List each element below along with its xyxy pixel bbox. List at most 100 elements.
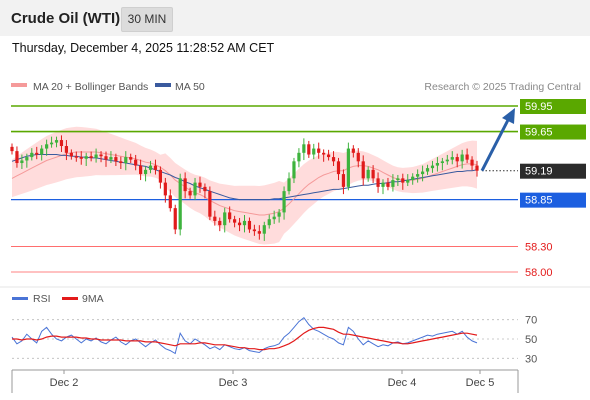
candle-body — [158, 169, 163, 183]
rsi-legend-swatch — [12, 297, 28, 300]
level-label-58.00: 58.00 — [525, 267, 553, 279]
candle-body — [411, 176, 415, 181]
ma50-line — [11, 154, 478, 201]
candle-body — [331, 157, 336, 162]
candle-body — [450, 157, 454, 160]
candle-body — [416, 174, 420, 177]
candle-body — [272, 216, 276, 220]
current-price-label: 59.19 — [520, 163, 586, 179]
ma20-line — [11, 151, 478, 216]
candle-body — [267, 219, 271, 226]
candle-body — [326, 154, 331, 158]
candle-body — [109, 157, 113, 160]
x-tick-label: Dec 2 — [50, 377, 79, 389]
candle-body — [188, 191, 192, 196]
rsi-plot: 70 50 30 — [11, 315, 537, 365]
candle-body — [35, 152, 39, 155]
ma20-legend-swatch — [11, 83, 27, 87]
bollinger-band — [12, 126, 477, 245]
candle-body — [40, 148, 44, 155]
candle-body — [336, 161, 341, 175]
candle-body — [10, 146, 14, 152]
candle-body — [223, 212, 227, 226]
candle-body — [15, 151, 19, 164]
rsi-legend-label: RSI — [33, 293, 51, 305]
candle-body — [376, 178, 380, 187]
candle-body — [361, 161, 365, 179]
candle-body — [312, 148, 316, 155]
candle-body — [346, 148, 350, 187]
candle-body — [297, 152, 301, 162]
candle-body — [20, 160, 24, 164]
ma9-legend-label: 9MA — [82, 293, 104, 305]
candle-body — [104, 156, 108, 160]
candle-body — [30, 152, 34, 158]
candle-body — [406, 180, 410, 183]
candle-body — [396, 178, 400, 181]
candle-body — [430, 165, 435, 169]
candle-body — [119, 161, 123, 164]
candle-body — [99, 154, 103, 157]
chart-datetime: Thursday, December 4, 2025 11:28:52 AM C… — [12, 41, 275, 55]
level-label-59.65: 59.65 — [520, 124, 586, 140]
candle-body — [302, 144, 306, 153]
candle-body — [351, 148, 355, 153]
candle-body — [54, 140, 59, 143]
candle-body — [178, 178, 182, 230]
x-axis-labels: Dec 2 Dec 3 Dec 4 Dec 5 — [50, 370, 494, 389]
candle-body — [69, 152, 73, 157]
price-plot: 59.95 59.65 58.85 58.30 58.00 59.19 — [10, 99, 586, 279]
candle-body — [64, 146, 69, 153]
candle-body — [143, 169, 148, 175]
candle-body — [287, 178, 291, 192]
candle-body — [341, 174, 346, 187]
timeframe-button[interactable]: 30 MIN — [121, 7, 173, 32]
candle-body — [228, 212, 232, 220]
candle-body — [356, 152, 360, 162]
current-price-label-bg — [520, 163, 586, 179]
candle-body — [371, 169, 375, 179]
candle-body — [74, 156, 78, 158]
candle-body — [257, 231, 261, 234]
x-tick-label: Dec 3 — [219, 377, 248, 389]
candle-body — [45, 144, 49, 149]
instrument-title: Crude Oil (WTI) — [11, 10, 121, 27]
candle-body — [366, 169, 370, 179]
level-label-59.95-text: 59.95 — [525, 101, 553, 113]
candle-body — [460, 154, 464, 162]
candle-body — [49, 142, 54, 145]
title-bar — [0, 0, 590, 36]
candle-body — [307, 144, 311, 155]
candle-body — [213, 216, 217, 221]
candle-body — [193, 182, 197, 196]
candle-body — [89, 156, 93, 158]
candle-body — [233, 219, 237, 223]
candle-body — [277, 212, 281, 217]
rsi-tick-50: 50 — [525, 334, 537, 346]
rsi-tick-70: 70 — [525, 315, 537, 327]
candle-body — [25, 157, 29, 161]
candle-body — [153, 165, 158, 170]
candle-body — [247, 220, 252, 230]
ma50-legend-label: MA 50 — [175, 81, 205, 93]
candle-body — [292, 161, 296, 179]
x-tick-label: Dec 4 — [388, 377, 417, 389]
candle-body — [114, 157, 118, 162]
candle-body — [94, 154, 98, 158]
candle-body — [124, 157, 128, 164]
candle-body — [242, 220, 247, 226]
candle-body — [440, 161, 444, 164]
candle-body — [183, 178, 187, 192]
candle-body — [455, 157, 459, 162]
candle-body — [391, 180, 395, 187]
level-label-59.95: 59.95 — [520, 99, 586, 114]
candle-body — [381, 182, 385, 187]
rsi-ma9-line — [12, 326, 478, 351]
candle-body — [84, 156, 88, 159]
candle-body — [445, 159, 449, 162]
candle-body — [129, 157, 133, 160]
ma50-legend-swatch — [155, 83, 171, 87]
candle-body — [148, 165, 153, 170]
candle-body — [79, 157, 83, 159]
